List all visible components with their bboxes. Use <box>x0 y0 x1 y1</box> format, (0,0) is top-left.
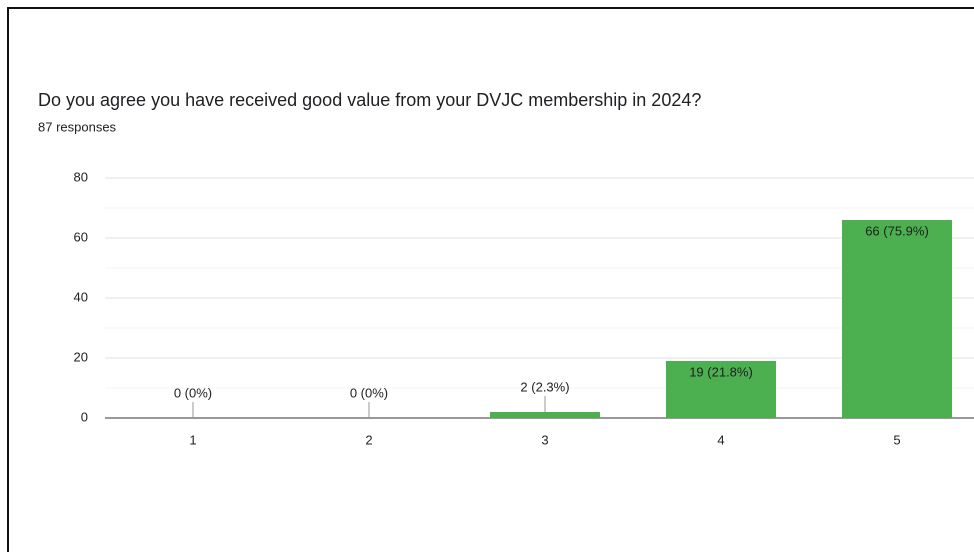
bar <box>842 220 952 418</box>
y-tick-label: 60 <box>74 229 88 244</box>
x-tick-label: 1 <box>189 432 196 447</box>
y-tick-label: 80 <box>74 169 88 184</box>
y-tick-label: 0 <box>81 409 88 424</box>
value-label: 2 (2.3%) <box>520 379 569 394</box>
value-label: 19 (21.8%) <box>689 364 753 379</box>
y-tick-label: 40 <box>74 289 88 304</box>
chart-title: Do you agree you have received good valu… <box>38 90 701 110</box>
frame <box>7 7 974 552</box>
x-tick-label: 3 <box>541 432 548 447</box>
x-tick-label: 2 <box>365 432 372 447</box>
value-label: 66 (75.9%) <box>865 223 929 238</box>
bar <box>490 412 600 418</box>
value-label: 0 (0%) <box>350 385 388 400</box>
x-tick-label: 4 <box>717 432 724 447</box>
bar <box>666 361 776 418</box>
x-tick-label: 5 <box>893 432 900 447</box>
y-tick-label: 20 <box>74 349 88 364</box>
value-label: 0 (0%) <box>174 385 212 400</box>
chart-subtitle: 87 responses <box>38 119 117 134</box>
